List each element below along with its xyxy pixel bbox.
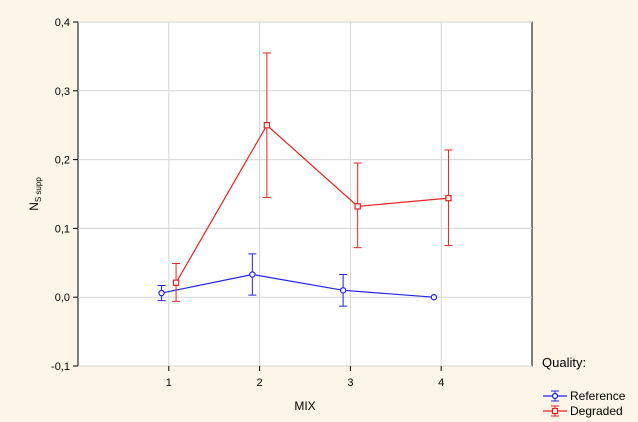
x-tick-label: 4 <box>438 377 444 389</box>
series-line-degraded <box>175 124 449 284</box>
data-point-reference <box>430 294 438 301</box>
data-point-degraded <box>172 279 180 286</box>
series-layer <box>157 52 453 307</box>
series-line-reference <box>161 273 434 298</box>
y-tick-label: -0,1 <box>51 361 70 373</box>
data-point-reference <box>249 271 256 278</box>
y-tick-label: 0,3 <box>55 86 70 98</box>
plot-area <box>77 21 533 367</box>
data-point-reference <box>339 287 347 294</box>
legend-item-reference: Reference <box>542 389 625 403</box>
x-tick-label: 3 <box>347 377 353 389</box>
data-point-degraded <box>263 121 271 129</box>
legend-swatch-reference <box>543 390 567 402</box>
x-axis-label: MIX <box>294 399 315 413</box>
data-point-reference <box>158 289 165 297</box>
y-axis-label: NS supp <box>27 177 43 211</box>
series-degraded <box>172 52 453 302</box>
legend-swatch-degraded <box>543 405 567 417</box>
y-axis-label-main: N <box>27 202 41 211</box>
legend-label-reference: Reference <box>570 389 626 403</box>
x-tick-label: 2 <box>257 377 263 389</box>
legend-item-degraded: Degraded <box>542 404 623 418</box>
y-tick-label: 0,1 <box>55 223 70 235</box>
y-axis-label-subscript: S supp <box>34 177 43 202</box>
y-tick-label: 0,0 <box>55 292 70 304</box>
x-tick-label: 1 <box>166 377 172 389</box>
data-point-degraded <box>445 194 452 202</box>
data-point-degraded <box>354 203 361 210</box>
grid-lines <box>78 21 532 367</box>
y-tick-label: 0,4 <box>55 17 70 29</box>
y-tick-label: 0,2 <box>55 155 70 167</box>
axes: -0,1 0,0 0,1 0,2 0,3 0,4 1 2 3 4 <box>51 17 444 389</box>
series-reference <box>157 253 438 307</box>
legend-label-degraded: Degraded <box>570 404 623 418</box>
legend-title: Quality: <box>542 355 587 370</box>
